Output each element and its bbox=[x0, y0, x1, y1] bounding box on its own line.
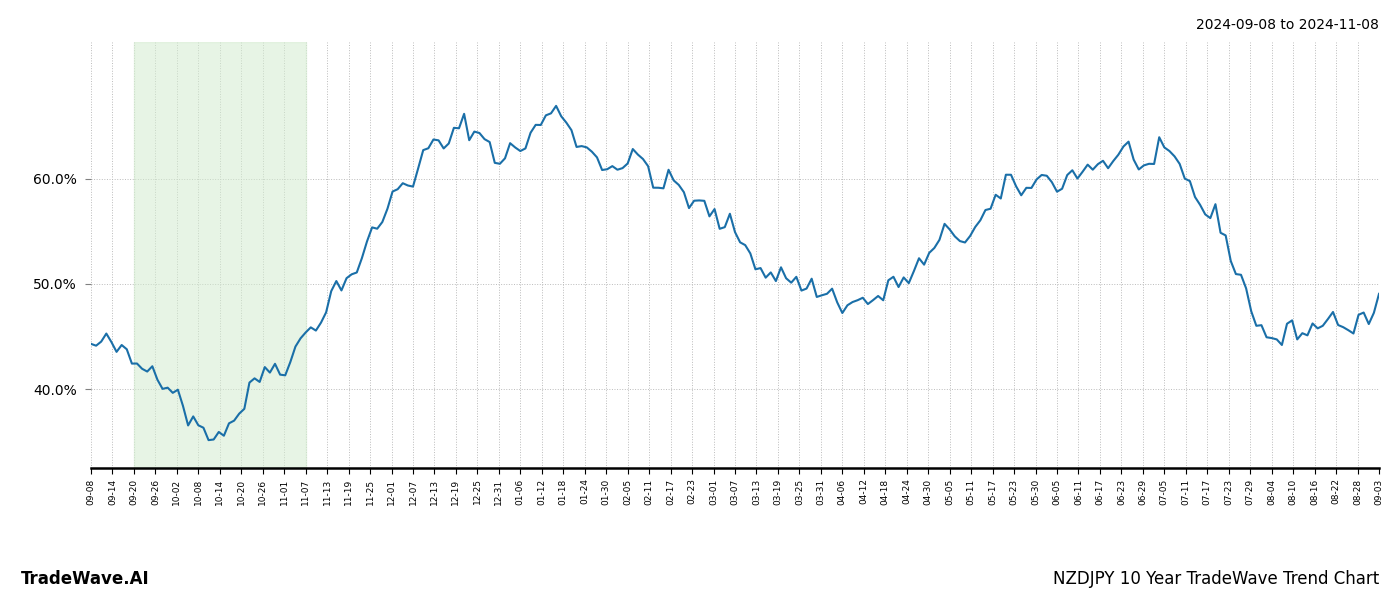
Text: TradeWave.AI: TradeWave.AI bbox=[21, 570, 150, 588]
Text: NZDJPY 10 Year TradeWave Trend Chart: NZDJPY 10 Year TradeWave Trend Chart bbox=[1053, 570, 1379, 588]
Text: 2024-09-08 to 2024-11-08: 2024-09-08 to 2024-11-08 bbox=[1196, 18, 1379, 32]
Bar bbox=[134, 42, 305, 468]
